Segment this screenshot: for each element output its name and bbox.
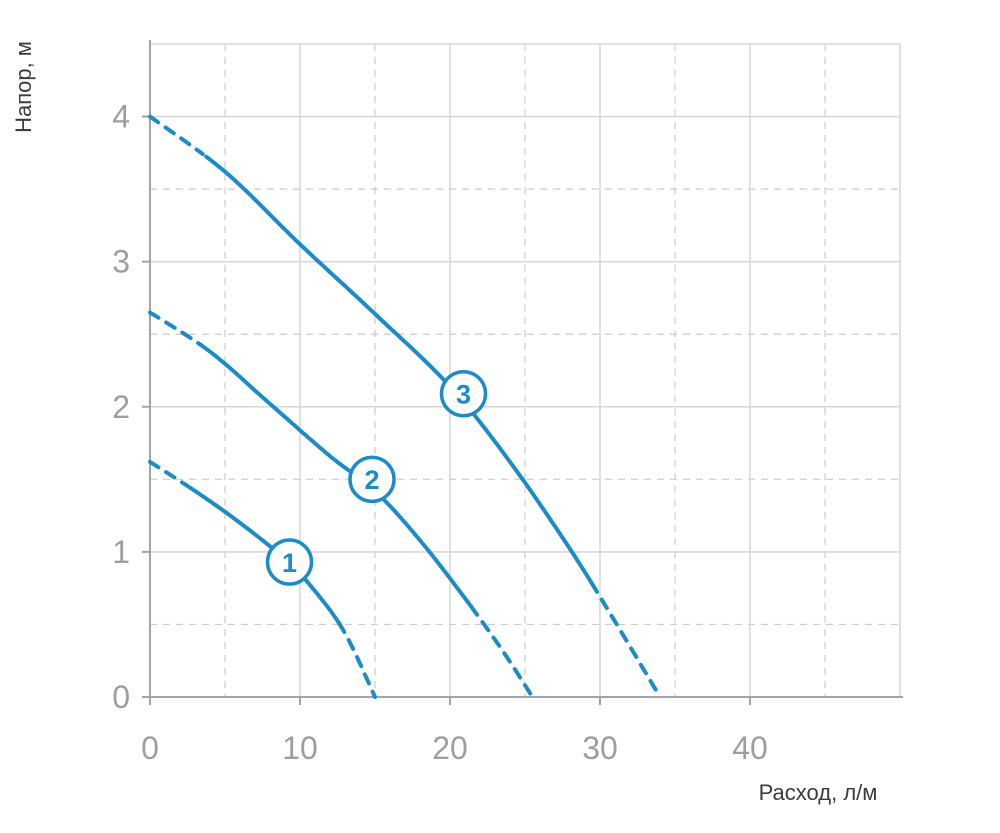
x-tick-label: 30: [582, 730, 618, 766]
y-tick-label: 4: [112, 99, 130, 135]
curve-marker-circle: [439, 369, 488, 418]
tick-labels: 0 10 20 30 40 0 1 2 3 4: [112, 99, 768, 766]
x-tick-label: 20: [432, 730, 468, 766]
x-axis-title: Расход, л/м: [759, 780, 878, 805]
curve-marker-number: 3: [456, 379, 471, 409]
curve-marker-number: 2: [364, 465, 379, 495]
x-tick-label: 0: [141, 730, 159, 766]
x-tick-label: 10: [282, 730, 318, 766]
y-tick-label: 0: [112, 679, 130, 715]
x-tick-label: 40: [732, 730, 768, 766]
y-tick-label: 1: [112, 534, 130, 570]
curve-marker-circle: [348, 455, 396, 504]
curve-marker-number: 1: [282, 548, 297, 578]
curve-marker-circle: [265, 538, 314, 586]
y-axis-title: Напор, м: [11, 41, 36, 133]
curve-number-markers: 1 2 3: [265, 369, 488, 586]
y-tick-label: 2: [112, 389, 130, 425]
grid-lines: [150, 43, 901, 697]
axes: [142, 40, 903, 705]
y-tick-label: 3: [112, 244, 130, 280]
